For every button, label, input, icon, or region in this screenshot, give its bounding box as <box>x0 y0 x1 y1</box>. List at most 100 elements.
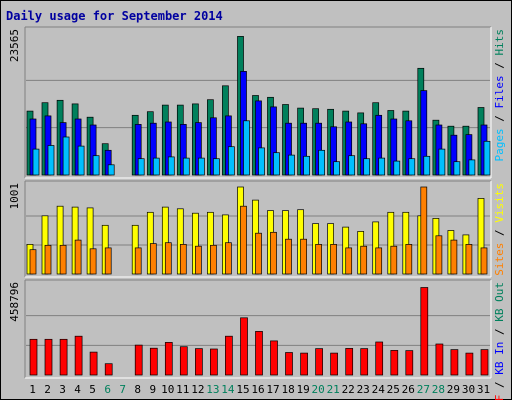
x-tick-label: 12 <box>191 383 204 396</box>
bar-kb-f <box>435 343 444 376</box>
bar-pages <box>438 148 446 176</box>
bar-pages <box>258 147 265 176</box>
x-tick-label: 2 <box>44 383 51 396</box>
legend-entry: Visits <box>493 183 506 223</box>
bar-sites <box>330 244 337 275</box>
x-tick-label: 15 <box>236 383 249 396</box>
x-tick-label: 31 <box>477 383 490 396</box>
bar-kb-f <box>240 317 248 376</box>
bar-kb-f <box>405 350 414 376</box>
legend-bottom: KB F / KB In / KB Out <box>493 282 506 400</box>
bar-kb-f <box>225 335 233 376</box>
x-tick-label: 16 <box>251 383 264 396</box>
bar-kb-f <box>390 350 399 376</box>
x-tick-label: 6 <box>104 383 111 396</box>
x-tick-label: 29 <box>447 383 460 396</box>
legend-entry: Hits <box>493 29 506 56</box>
bar-kb-f <box>330 352 338 376</box>
bar-sites <box>210 244 217 275</box>
bar-kb-f <box>315 348 323 376</box>
y-max-label: 1001 <box>8 183 21 210</box>
bar-kb-f <box>164 342 173 376</box>
x-tick-label: 26 <box>402 383 415 396</box>
legend-middle: Sites / Visits <box>493 183 506 276</box>
bar-sites <box>285 238 292 275</box>
bar-kb-f <box>375 341 384 376</box>
bar-kb-f <box>285 352 293 376</box>
chart-title: Daily usage for September 2014 <box>6 9 223 23</box>
legend-entry: / <box>493 109 506 129</box>
panel-top: 23565 Pages / Files / Hits <box>8 26 506 179</box>
bar-pages <box>182 157 190 176</box>
panel-middle: 1001 Sites / Visits <box>8 180 506 278</box>
y-max-label: 23565 <box>8 29 21 62</box>
bar-kb-f <box>179 346 188 376</box>
x-tick-label: 30 <box>462 383 475 396</box>
x-tick-label: 21 <box>327 383 340 396</box>
bar-pages <box>152 157 160 176</box>
bar-pages <box>273 152 280 176</box>
bar-sites <box>164 242 172 275</box>
bar-sites <box>195 245 202 275</box>
bar-sites <box>104 247 112 275</box>
bar-sites <box>270 231 277 275</box>
chart-panels: 23565 Pages / Files / Hits 1001 Sites / Vis… <box>8 26 506 405</box>
y-max-label: 458796 <box>8 282 21 322</box>
bar-pages <box>423 155 431 176</box>
bar-sites <box>240 205 247 275</box>
bar-sites <box>179 244 187 275</box>
x-tick-label: 22 <box>342 383 355 396</box>
bar-kb-f <box>465 352 474 376</box>
bar-pages <box>318 149 325 176</box>
bar-kb-f <box>210 348 218 376</box>
x-tick-label: 4 <box>74 383 81 396</box>
bar-pages <box>393 160 401 176</box>
bar-sites <box>450 239 458 275</box>
bar-pages <box>228 146 235 176</box>
bar-kb-f <box>420 287 429 376</box>
bar-pages <box>453 161 461 176</box>
bar-sites <box>225 242 232 275</box>
legend-entry: KB In <box>493 342 506 375</box>
bar-sites <box>134 247 142 275</box>
bar-kb-f <box>74 335 83 376</box>
bar-pages <box>213 158 220 176</box>
bar-sites <box>59 244 67 275</box>
bar-sites <box>255 232 262 275</box>
bar-sites <box>375 247 383 275</box>
x-axis: 1 2 3 4 5 6 7 8 9 10 11 12 13 14 15 16 17 18 19 20 21 22 23 24 2… <box>29 383 490 396</box>
x-tick-label: 9 <box>149 383 156 396</box>
bar-sites <box>149 243 157 275</box>
bar-pages <box>92 155 100 176</box>
x-tick-label: 3 <box>59 383 66 396</box>
bar-pages <box>32 148 40 176</box>
x-tick-label: 11 <box>176 383 189 396</box>
bar-pages <box>62 136 70 176</box>
bar-sites <box>345 247 353 275</box>
bar-pages <box>107 164 115 176</box>
bar-pages <box>288 154 295 176</box>
bar-sites <box>360 245 368 275</box>
legend-entry: KB Out <box>493 282 506 322</box>
bar-pages <box>303 155 310 176</box>
legend-entry: Pages <box>493 128 506 161</box>
bar-kb-f <box>480 349 489 376</box>
bar-kb-f <box>104 363 113 376</box>
x-tick-label: 23 <box>357 383 370 396</box>
bar-kb-f <box>44 338 53 376</box>
x-tick-label: 10 <box>161 383 174 396</box>
legend-entry: Sites <box>493 243 506 276</box>
bar-pages <box>77 145 85 176</box>
bar-sites <box>44 244 52 275</box>
legend-entry: / <box>493 56 506 76</box>
bar-kb-f <box>450 349 459 376</box>
legend-top: Pages / Files / Hits <box>493 29 506 162</box>
bar-pages <box>137 158 145 176</box>
bar-sites <box>315 244 322 275</box>
bar-sites <box>480 247 488 275</box>
x-tick-label: 20 <box>311 383 324 396</box>
bar-kb-f <box>89 351 98 376</box>
bar-sites <box>74 239 82 275</box>
